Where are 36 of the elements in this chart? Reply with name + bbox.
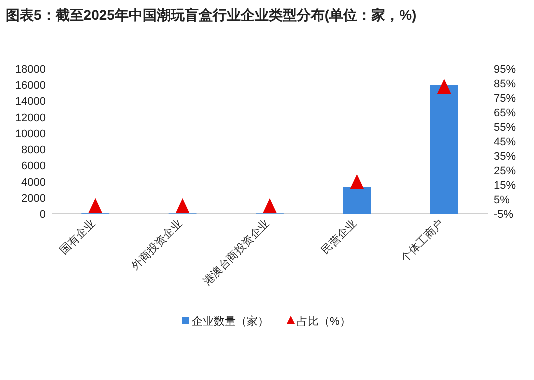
y-tick-label: 0 [40, 209, 46, 221]
point [437, 79, 452, 94]
y2-tick-label: 25% [494, 166, 516, 178]
bar [343, 187, 372, 214]
y2-tick-label: -5% [494, 209, 514, 221]
legend-label: 企业数量（家） [192, 315, 269, 328]
point [176, 198, 190, 214]
chart-title: 图表5：截至2025年中国潮玩盲盒行业企业类型分布(单位：家，%) [6, 7, 417, 23]
point [88, 198, 103, 214]
y2-tick-label: 75% [494, 93, 516, 105]
y-tick-label: 12000 [15, 112, 46, 124]
y2-tick-label: 65% [494, 108, 516, 120]
x-tick-label: 港澳台商投资企业 [200, 216, 272, 288]
x-tick-label: 外商投资企业 [129, 216, 185, 273]
y2-tick-label: 95% [494, 64, 516, 76]
bar [430, 85, 458, 214]
point [350, 174, 364, 190]
y2-tick-label: 35% [494, 151, 516, 163]
x-tick-label: 民营企业 [319, 216, 360, 258]
x-tick-label: 国有企业 [57, 216, 98, 258]
y2-tick-label: 15% [494, 180, 516, 192]
y-tick-label: 14000 [15, 96, 46, 108]
y2-tick-label: 55% [494, 122, 516, 134]
y-tick-label: 8000 [22, 144, 46, 157]
x-tick-label: 个体工商户 [398, 216, 447, 266]
point [263, 198, 277, 214]
y2-tick-label: 85% [494, 78, 516, 90]
y2-tick-label: 45% [494, 136, 516, 148]
y-tick-label: 10000 [15, 128, 46, 140]
y-tick-label: 2000 [22, 192, 46, 205]
y-tick-label: 6000 [22, 160, 46, 173]
legend-label: 占比（%） [297, 315, 351, 328]
y-tick-label: 16000 [15, 80, 46, 92]
y2-tick-label: 5% [494, 194, 510, 206]
y-tick-label: 18000 [15, 64, 46, 76]
y-tick-label: 4000 [22, 176, 46, 189]
